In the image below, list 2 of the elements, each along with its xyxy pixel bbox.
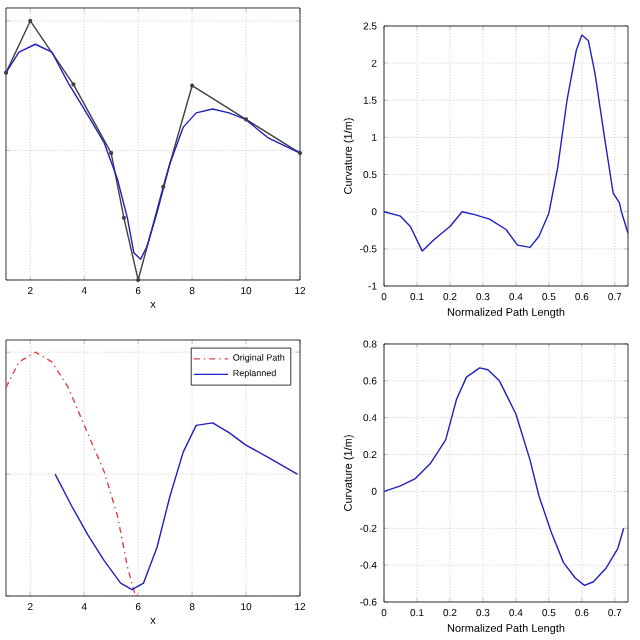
line-series bbox=[384, 34, 628, 252]
line-series bbox=[384, 367, 625, 587]
